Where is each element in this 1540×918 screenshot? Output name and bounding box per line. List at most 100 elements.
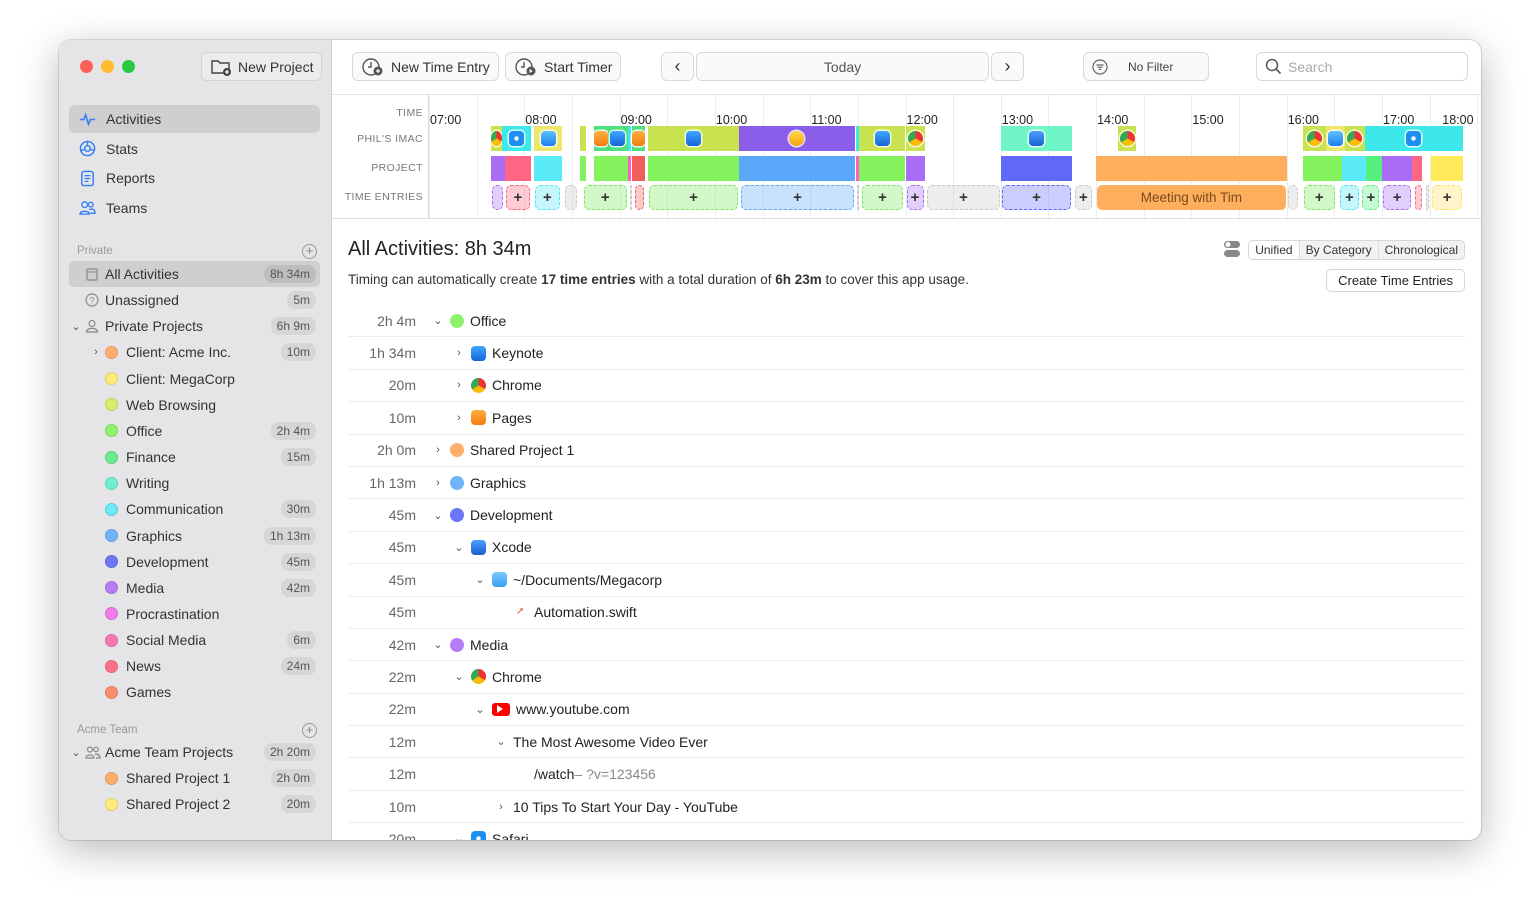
app-usage-block[interactable] bbox=[533, 126, 563, 151]
suggested-time-entry[interactable] bbox=[1287, 185, 1299, 210]
project-block[interactable] bbox=[1000, 156, 1073, 181]
suggested-time-entry[interactable]: + bbox=[1362, 185, 1380, 210]
suggested-time-entry[interactable]: + bbox=[1303, 185, 1335, 210]
add-team-project-icon[interactable]: + bbox=[302, 723, 317, 738]
activity-row[interactable]: 42m ⌄ Media bbox=[348, 629, 1465, 662]
project-writing[interactable]: Writing bbox=[69, 470, 320, 496]
activity-row[interactable]: 10m › Pages bbox=[348, 402, 1465, 435]
chevron-down-icon[interactable]: ⌄ bbox=[496, 736, 506, 749]
timeline[interactable]: TIME PHIL'S IMAC PROJECT TIME ENTRIES 07… bbox=[332, 95, 1481, 219]
suggested-time-entry[interactable] bbox=[630, 185, 633, 210]
project-block[interactable] bbox=[627, 156, 631, 181]
chevron-down-icon[interactable]: ⌄ bbox=[71, 320, 81, 333]
app-usage-block[interactable] bbox=[1118, 126, 1136, 151]
suggested-time-entry[interactable]: + bbox=[1001, 185, 1072, 210]
activity-row[interactable]: 1h 34m › Keynote bbox=[348, 337, 1465, 370]
new-project-button[interactable]: New Project bbox=[201, 52, 323, 81]
project-block[interactable] bbox=[1342, 156, 1367, 181]
toggle-icon[interactable] bbox=[1223, 240, 1241, 258]
activity-row[interactable]: 12m/watch – ?v=123456 bbox=[348, 758, 1465, 791]
activity-row[interactable]: 20m ⌄ Safari bbox=[348, 823, 1465, 840]
activity-row[interactable]: 45m ⌄ ~/Documents/Megacorp bbox=[348, 564, 1465, 597]
create-time-entries-button[interactable]: Create Time Entries bbox=[1326, 269, 1465, 292]
app-usage-block[interactable] bbox=[490, 126, 503, 151]
project-block[interactable] bbox=[579, 156, 587, 181]
project-all-activities[interactable]: All Activities 8h 34m bbox=[69, 261, 320, 287]
project-media[interactable]: Media 42m bbox=[69, 575, 320, 601]
suggested-time-entry[interactable]: + bbox=[534, 185, 560, 210]
project-shared-project-1[interactable]: Shared Project 1 2h 0m bbox=[69, 765, 320, 791]
suggested-time-entry[interactable]: + bbox=[1383, 185, 1412, 210]
minimize-button[interactable] bbox=[101, 60, 114, 73]
project-block[interactable] bbox=[856, 156, 860, 181]
activity-row[interactable]: 45m ➚ Automation.swift bbox=[348, 597, 1465, 629]
project-block[interactable] bbox=[1412, 156, 1422, 181]
app-usage-block[interactable] bbox=[1000, 126, 1073, 151]
filter-button[interactable]: No Filter bbox=[1083, 52, 1209, 81]
activity-row[interactable]: 1h 13m › Graphics bbox=[348, 467, 1465, 500]
sidebar-item-reports[interactable]: Reports bbox=[69, 164, 320, 192]
view-mode-chronological[interactable]: Chronological bbox=[1377, 241, 1464, 259]
sidebar-item-stats[interactable]: Stats bbox=[69, 135, 320, 163]
activity-row[interactable]: 22m ⌄ www.youtube.com bbox=[348, 694, 1465, 727]
app-usage-block[interactable] bbox=[579, 126, 587, 151]
project-block[interactable] bbox=[1096, 156, 1287, 181]
activity-row[interactable]: 45m ⌄ Development bbox=[348, 499, 1465, 532]
sidebar-item-activities[interactable]: Activities bbox=[69, 105, 320, 133]
project-block[interactable] bbox=[905, 156, 925, 181]
app-usage-block[interactable] bbox=[502, 126, 531, 151]
app-usage-block[interactable] bbox=[627, 126, 631, 151]
project-block[interactable] bbox=[594, 156, 628, 181]
app-usage-block[interactable] bbox=[648, 126, 739, 151]
project-block[interactable] bbox=[859, 156, 906, 181]
project-news[interactable]: News 24m bbox=[69, 653, 320, 679]
chevron-down-icon[interactable]: ⌄ bbox=[475, 703, 485, 716]
chevron-right-icon[interactable]: › bbox=[436, 444, 440, 457]
app-usage-block[interactable] bbox=[594, 126, 609, 151]
app-usage-block[interactable] bbox=[608, 126, 628, 151]
suggested-time-entry[interactable]: + bbox=[1340, 185, 1359, 210]
suggested-time-entry[interactable] bbox=[491, 185, 503, 210]
project-games[interactable]: Games bbox=[69, 679, 320, 705]
chevron-right-icon[interactable]: › bbox=[457, 411, 461, 424]
app-usage-block[interactable] bbox=[1326, 126, 1346, 151]
app-usage-block[interactable] bbox=[905, 126, 925, 151]
suggested-time-entry[interactable]: + bbox=[1432, 185, 1462, 210]
suggested-time-entry[interactable] bbox=[1414, 185, 1423, 210]
activity-row[interactable]: 10m › 10 Tips To Start Your Day - YouTube bbox=[348, 791, 1465, 824]
project-block[interactable] bbox=[505, 156, 531, 181]
chevron-down-icon[interactable]: ⌄ bbox=[454, 671, 464, 684]
time-entry[interactable]: Meeting with Tim bbox=[1097, 185, 1286, 210]
project-block[interactable] bbox=[1366, 156, 1382, 181]
project-graphics[interactable]: Graphics 1h 13m bbox=[69, 523, 320, 549]
suggested-time-entry[interactable] bbox=[634, 185, 644, 210]
new-time-entry-button[interactable]: New Time Entry bbox=[352, 52, 499, 81]
project-office[interactable]: Office 2h 4m bbox=[69, 418, 320, 444]
chevron-down-icon[interactable]: ⌄ bbox=[454, 833, 464, 840]
add-private-project-icon[interactable]: + bbox=[302, 244, 317, 259]
project-unassigned[interactable]: ? Unassigned 5m bbox=[69, 287, 320, 313]
chevron-down-icon[interactable]: ⌄ bbox=[433, 509, 443, 522]
chevron-right-icon[interactable]: › bbox=[457, 379, 461, 392]
view-mode-segmented-control[interactable]: Unified By Category Chronological bbox=[1248, 240, 1465, 260]
date-selector[interactable]: Today bbox=[696, 52, 989, 81]
activity-row[interactable]: 12m ⌄ The Most Awesome Video Ever bbox=[348, 726, 1465, 759]
suggested-time-entry[interactable]: + bbox=[927, 185, 1000, 210]
project-block[interactable] bbox=[490, 156, 506, 181]
chevron-down-icon[interactable]: ⌄ bbox=[433, 315, 443, 328]
project-block[interactable] bbox=[1431, 156, 1463, 181]
project-block[interactable] bbox=[648, 156, 739, 181]
activity-row[interactable]: 2h 4m ⌄ Office bbox=[348, 305, 1465, 338]
zoom-button[interactable] bbox=[122, 60, 135, 73]
project-block[interactable] bbox=[632, 156, 645, 181]
app-usage-block[interactable] bbox=[738, 126, 855, 151]
project-procrastination[interactable]: Procrastination bbox=[69, 601, 320, 627]
suggested-time-entry[interactable] bbox=[1425, 185, 1429, 210]
suggested-time-entry[interactable] bbox=[857, 185, 860, 210]
close-button[interactable] bbox=[80, 60, 93, 73]
suggested-time-entry[interactable]: + bbox=[649, 185, 738, 210]
project-development[interactable]: Development 45m bbox=[69, 549, 320, 575]
activity-row[interactable]: 20m › Chrome bbox=[348, 370, 1465, 403]
app-usage-block[interactable] bbox=[1302, 126, 1327, 151]
chevron-down-icon[interactable]: ⌄ bbox=[454, 541, 464, 554]
